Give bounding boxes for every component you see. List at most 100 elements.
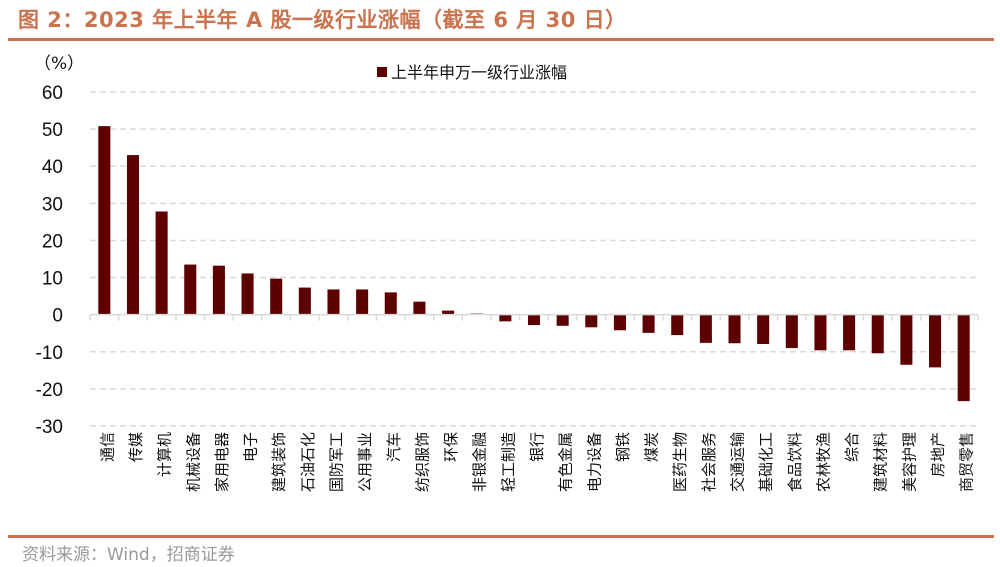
y-axis-unit-label: （%） (34, 54, 84, 74)
x-category-label: 计算机 (156, 432, 174, 477)
category-label-group: 综合 (843, 432, 861, 462)
bar (671, 314, 684, 336)
category-label-group: 纺织服饰 (413, 432, 431, 492)
bar (900, 314, 913, 365)
y-tick-label: 60 (42, 83, 63, 104)
bar (212, 265, 225, 315)
y-tick-label: 20 (42, 231, 63, 252)
bar (814, 314, 827, 351)
bar (298, 287, 311, 315)
category-label-group: 房地产 (929, 432, 947, 477)
y-tick-label: 0 (52, 306, 63, 327)
x-category-label: 家用电器 (213, 432, 231, 492)
bar (442, 310, 455, 315)
bar (98, 126, 111, 315)
category-label-group: 社会服务 (700, 432, 718, 492)
x-category-label: 传媒 (127, 432, 145, 462)
bar (957, 314, 970, 402)
figure-title: 图 2：2023 年上半年 A 股一级行业涨幅（截至 6 月 30 日） (18, 8, 627, 32)
category-label-group: 基础化工 (757, 432, 775, 492)
source-note: 资料来源：Wind，招商证券 (22, 545, 235, 565)
x-category-label: 社会服务 (700, 432, 718, 492)
x-category-label: 国防军工 (327, 432, 345, 492)
gridlines (90, 91, 978, 427)
category-label-group: 交通运输 (729, 432, 747, 492)
category-label-group: 机械设备 (184, 432, 202, 492)
x-axis-category-labels: 通信 传媒 计算机 机械设备 家用电器 电子 建筑装饰 石油石化 国防军工 公用事业 汽车 纺织服饰环… (98, 432, 975, 492)
y-tick-label: -10 (36, 343, 63, 364)
x-category-label: 电力设备 (585, 432, 603, 492)
y-tick-label: -20 (36, 380, 63, 401)
category-label-group: 通信 (98, 432, 116, 462)
bar (556, 314, 569, 326)
y-tick-label: 30 (42, 194, 63, 215)
bar (871, 314, 884, 354)
bar (126, 155, 139, 315)
bar (785, 314, 798, 349)
x-category-label: 基础化工 (757, 432, 775, 492)
bar (413, 301, 426, 315)
category-label-group: 轻工制造 (499, 432, 517, 492)
x-category-label: 纺织服饰 (413, 432, 431, 492)
category-label-group: 商贸零售 (958, 432, 976, 492)
legend: 上半年申万一级行业涨幅 (377, 63, 567, 82)
x-category-label: 电子 (242, 432, 260, 462)
x-category-label: 美容护理 (900, 432, 918, 492)
y-tick-label: -30 (36, 417, 63, 438)
x-category-label: 钢铁 (614, 432, 632, 462)
x-category-label: 交通运输 (729, 432, 747, 492)
category-label-group: 建筑材料 (872, 432, 890, 492)
bar (642, 314, 655, 333)
title-divider (8, 38, 994, 41)
category-label-group: 家用电器 (213, 432, 231, 492)
x-category-label: 非银金融 (471, 432, 489, 492)
category-label-group: 传媒 (127, 432, 145, 462)
category-label-group: 汽车 (385, 432, 403, 462)
x-category-label: 公用事业 (356, 432, 374, 492)
bar (757, 314, 770, 344)
bar (270, 278, 283, 315)
category-label-group: 有色金属 (557, 432, 575, 492)
category-label-group: 电力设备 (585, 432, 603, 492)
y-tick-label: 10 (42, 269, 63, 290)
bar (728, 314, 741, 344)
category-label-group: 建筑装饰 (270, 432, 288, 492)
x-category-label: 食品饮料 (786, 432, 804, 492)
category-label-group: 环保 (442, 432, 460, 462)
bar (843, 314, 856, 351)
bar (527, 314, 541, 326)
category-label-group: 银行 (528, 432, 546, 462)
category-label-group: 食品饮料 (786, 432, 804, 492)
bar (384, 292, 397, 315)
bar (613, 314, 626, 331)
category-label-group: 计算机 (156, 432, 174, 477)
legend-swatch (377, 67, 387, 77)
bar (499, 314, 512, 322)
x-category-label: 轻工制造 (499, 432, 517, 492)
x-category-label: 银行 (528, 432, 546, 462)
bar (327, 289, 340, 315)
bar (699, 314, 712, 343)
bar (585, 314, 598, 328)
x-category-label: 医药生物 (671, 432, 689, 492)
source-divider (8, 535, 994, 538)
x-category-label: 建筑装饰 (270, 432, 288, 492)
x-category-label: 农林牧渔 (814, 432, 832, 492)
y-axis-ticks: 60 50 40 30 20 10 0 -10 -20 -30 (36, 83, 63, 438)
category-label-group: 钢铁 (614, 432, 632, 462)
x-category-label: 机械设备 (184, 432, 202, 492)
category-label-group: 煤炭 (643, 432, 661, 462)
bar (184, 264, 197, 315)
category-label-group: 非银金融 (471, 432, 489, 492)
x-category-label: 综合 (843, 432, 861, 462)
category-label-group: 医药生物 (671, 432, 689, 492)
category-label-group: 美容护理 (900, 432, 918, 492)
x-category-label: 建筑材料 (872, 432, 890, 492)
bar (356, 289, 369, 315)
category-label-group: 石油石化 (299, 432, 317, 492)
category-label-group: 农林牧渔 (814, 432, 832, 492)
x-category-label: 石油石化 (299, 432, 317, 492)
bar (155, 211, 168, 315)
category-label-group: 公用事业 (356, 432, 374, 492)
